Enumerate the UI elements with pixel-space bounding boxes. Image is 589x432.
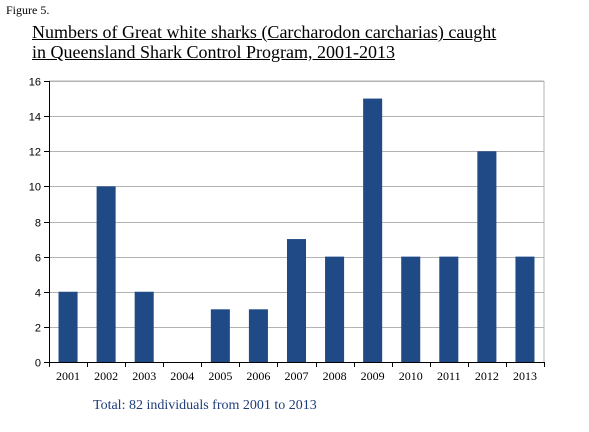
x-tick-label: 2005 (208, 369, 232, 383)
figure-label: Figure 5. (6, 3, 50, 17)
y-axis: 0 2 4 6 8 10 12 14 16 (29, 77, 50, 370)
bar-2001 (58, 291, 78, 362)
x-tick-label: 2009 (361, 369, 385, 383)
x-tick-label: 2012 (475, 369, 499, 383)
x-tick-label: 2013 (513, 369, 537, 383)
y-tick-label: 4 (35, 288, 41, 300)
chart-title-line-1: Numbers of Great white sharks (Carcharod… (32, 22, 497, 42)
x-tick-label: 2011 (437, 369, 461, 383)
y-tick-label: 0 (35, 358, 41, 370)
x-tick-label: 2008 (323, 369, 347, 383)
bar-2006 (248, 309, 268, 362)
bars (58, 98, 535, 362)
x-tick-label: 2003 (132, 369, 156, 383)
x-axis: 2001 2002 2003 2004 2005 2006 2007 2008 2009 2010… (49, 362, 545, 383)
bar-2011 (439, 256, 459, 362)
bar-2012 (477, 151, 497, 362)
bar-2010 (401, 256, 421, 362)
total-note: Total: 82 individuals from 2001 to 2013 (93, 398, 317, 413)
chart-title: Numbers of Great white sharks (Carcharod… (32, 22, 572, 62)
x-tick-label: 2010 (399, 369, 423, 383)
x-tick-label: 2004 (170, 369, 194, 383)
y-tick-label: 8 (35, 218, 41, 230)
x-tick-label: 2007 (285, 369, 309, 383)
x-tick-label: 2001 (56, 369, 80, 383)
bar-2005 (210, 309, 230, 362)
x-tick-label: 2002 (94, 369, 118, 383)
bar-2008 (325, 256, 345, 362)
bar-2003 (134, 291, 154, 362)
y-tick-label: 14 (29, 112, 41, 124)
x-tick-label: 2006 (246, 369, 270, 383)
bar-2009 (363, 98, 383, 362)
bar-2002 (96, 186, 116, 362)
y-tick-label: 2 (35, 323, 41, 335)
y-tick-label: 10 (29, 182, 41, 194)
gridlines (49, 80, 545, 362)
bar-2007 (286, 239, 307, 362)
chart-title-line-2: in Queensland Shark Control Program, 200… (32, 42, 395, 62)
y-tick-label: 6 (35, 253, 41, 265)
bar-2013 (515, 256, 535, 362)
y-tick-label: 12 (29, 147, 41, 159)
y-tick-label: 16 (29, 77, 41, 89)
